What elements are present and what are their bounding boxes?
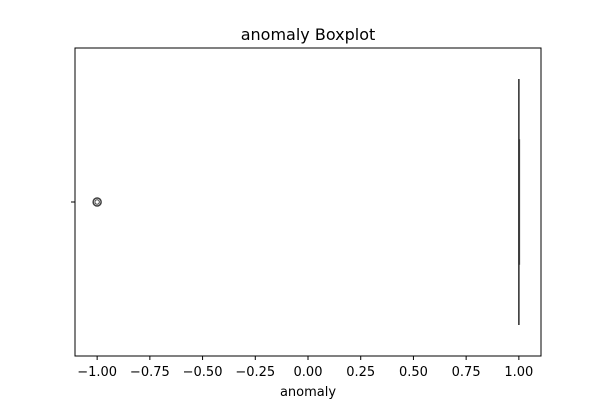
x-tick-label: −0.25 — [235, 365, 275, 380]
x-tick-label: 0.50 — [399, 365, 428, 380]
x-tick-label: 0.75 — [452, 365, 481, 380]
x-tick-label: −1.00 — [77, 365, 117, 380]
chart-title: anomaly Boxplot — [241, 25, 376, 44]
plot-area — [92, 79, 521, 325]
x-tick-label: 1.00 — [504, 365, 533, 380]
x-axis-label: anomaly — [280, 385, 336, 400]
outlier-point — [92, 197, 102, 207]
x-tick-label: 0.00 — [294, 365, 323, 380]
x-tick-label: −0.50 — [183, 365, 223, 380]
outlier-point-inner — [94, 199, 100, 205]
x-tick-label: 0.25 — [346, 365, 375, 380]
x-tick-label: −0.75 — [130, 365, 170, 380]
